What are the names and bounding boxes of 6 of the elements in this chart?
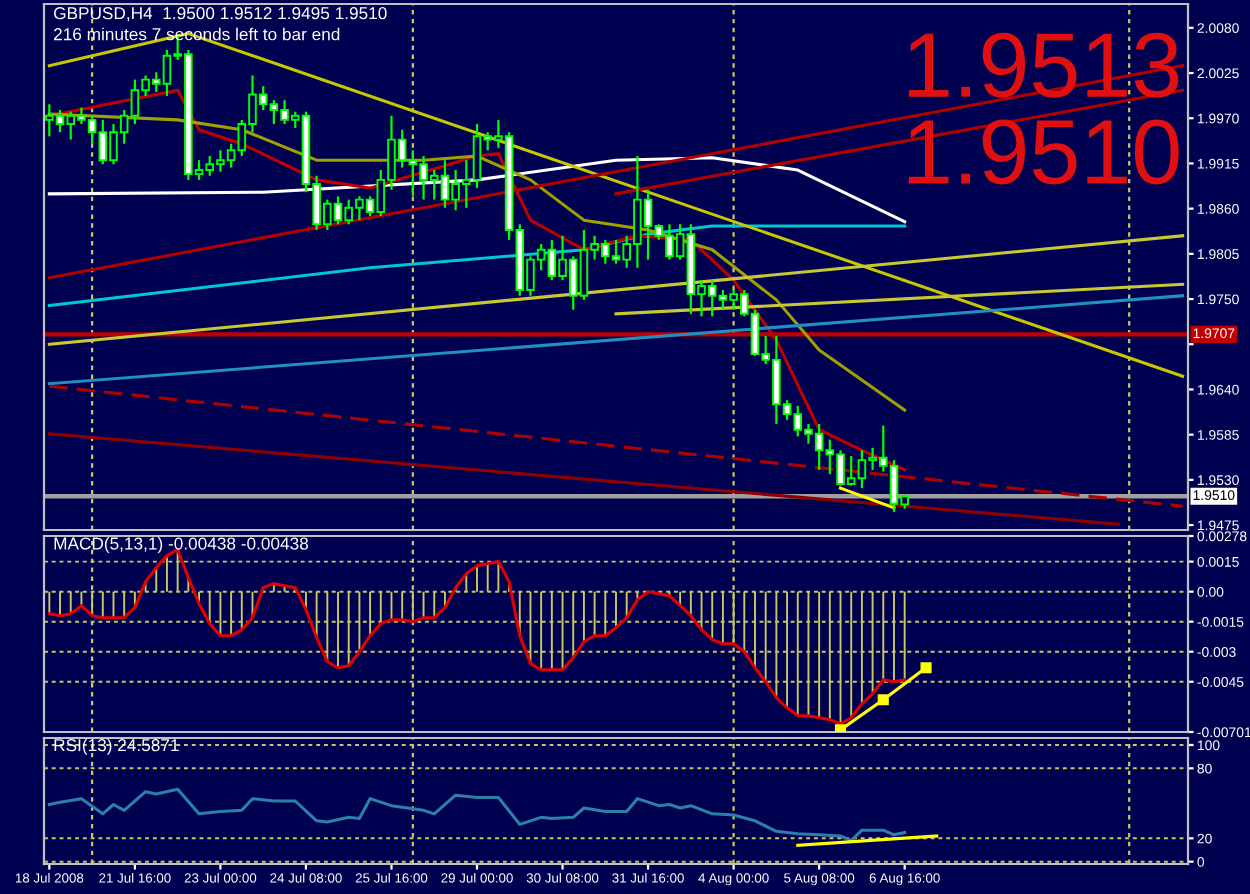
- text: 216 minutes 7 seconds left to bar end: [54, 27, 340, 41]
- annotation: 1.9513: [908, 32, 1179, 98]
- chart-title: RSI(13) 24.5871: [54, 738, 179, 755]
- annotation: 1.9510: [908, 119, 1179, 185]
- chart-title: MACD(5,13,1) -0.00438 -0.00438: [54, 536, 309, 554]
- chart-title: GBPUSD,H4 1.9500 1.9512 1.9495 1.9510: [54, 7, 387, 22]
